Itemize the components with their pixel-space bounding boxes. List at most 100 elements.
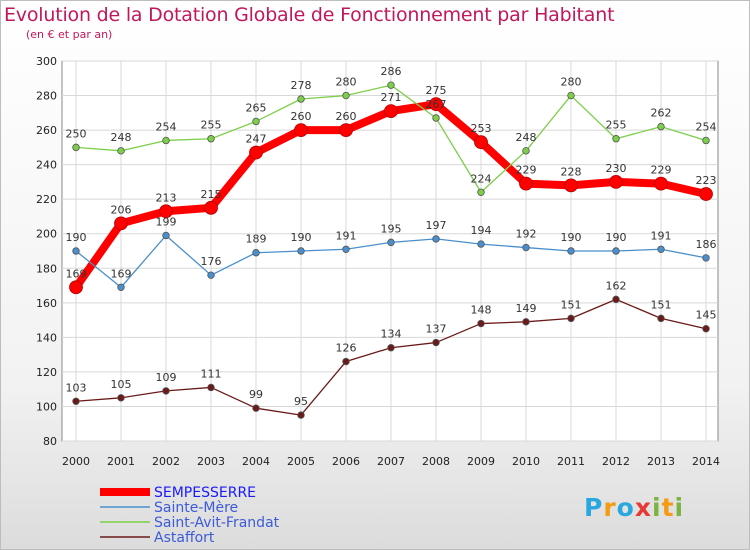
data-point: [432, 235, 440, 243]
logo-letter: i: [652, 493, 662, 522]
legend-label: Astaffort: [154, 530, 215, 546]
x-tick-label: 2008: [422, 455, 450, 468]
data-point: [252, 117, 260, 126]
chart-subtitle: (en € et par an): [26, 28, 113, 41]
x-tick-label: 2006: [332, 455, 360, 468]
y-tick-label: 280: [36, 90, 57, 103]
data-point: [204, 200, 218, 215]
data-point: [567, 314, 575, 323]
data-label: 248: [516, 131, 537, 144]
data-label: 190: [291, 231, 312, 244]
y-tick-label: 140: [36, 331, 57, 344]
y-tick-label: 220: [36, 193, 57, 206]
data-point: [474, 135, 488, 150]
data-label: 230: [606, 162, 627, 175]
data-point: [477, 188, 485, 196]
proxiti-logo: Proxiti: [584, 493, 684, 522]
data-label: 191: [651, 229, 672, 242]
data-point: [117, 147, 125, 155]
data-point: [387, 344, 395, 352]
data-point: [564, 178, 578, 193]
data-label: 278: [291, 79, 312, 92]
data-point: [162, 231, 170, 240]
data-label: 197: [426, 219, 447, 232]
data-label: 199: [156, 215, 177, 228]
data-point: [699, 187, 713, 201]
data-label: 265: [246, 101, 267, 114]
data-label: 145: [696, 309, 717, 322]
logo-letter: i: [674, 493, 685, 522]
data-point: [69, 280, 83, 295]
data-label: 228: [561, 165, 582, 178]
data-label: 254: [696, 120, 717, 133]
logo-letter: t: [661, 493, 675, 522]
data-point: [432, 338, 440, 347]
data-label: 105: [111, 378, 132, 391]
data-point: [654, 176, 668, 191]
data-point: [252, 404, 260, 412]
data-label: 176: [201, 255, 222, 268]
data-point: [162, 136, 170, 145]
x-tick-label: 2009: [467, 455, 495, 468]
data-point: [72, 397, 80, 405]
x-tick-label: 2007: [377, 455, 405, 468]
data-label: 134: [381, 328, 402, 341]
data-point: [162, 387, 170, 395]
data-label: 169: [66, 267, 87, 280]
data-point: [72, 143, 80, 152]
series-sempesserre: 169 206 213 215 247 260 260 271 275 253 229 228 230 2…: [66, 84, 717, 295]
data-label: 280: [336, 76, 357, 89]
data-label: 169: [111, 267, 132, 280]
data-point: [207, 271, 215, 279]
data-point: [297, 95, 305, 103]
data-label: 126: [336, 342, 357, 355]
data-label: 280: [561, 76, 582, 89]
data-label: 103: [66, 381, 87, 394]
data-label: 213: [156, 191, 177, 204]
data-point: [429, 97, 443, 112]
data-label: 99: [249, 388, 263, 401]
x-tick-label: 2002: [152, 455, 180, 468]
logo-letter: r: [603, 493, 617, 522]
data-label: 255: [201, 119, 222, 132]
logo-letter: o: [616, 493, 635, 522]
data-point: [612, 135, 620, 143]
x-tick-label: 2001: [107, 455, 135, 468]
x-tick-label: 2013: [647, 455, 675, 468]
data-label: 255: [606, 119, 627, 132]
data-point: [342, 91, 350, 100]
data-label: 191: [336, 229, 357, 242]
data-point: [609, 175, 623, 189]
data-label: 111: [201, 367, 222, 380]
data-point: [702, 254, 710, 262]
data-label: 250: [66, 127, 87, 140]
data-point: [477, 319, 485, 328]
y-tick-label: 180: [36, 262, 57, 275]
data-label: 286: [381, 65, 402, 78]
data-label: 190: [606, 231, 627, 244]
data-point: [207, 135, 215, 143]
data-point: [522, 318, 530, 326]
data-point: [117, 394, 125, 402]
data-point: [519, 176, 533, 191]
data-point: [249, 145, 263, 160]
data-point: [567, 91, 575, 100]
data-point: [657, 314, 665, 323]
x-tick-label: 2011: [557, 455, 585, 468]
data-label: 151: [651, 298, 672, 311]
data-point: [294, 123, 308, 137]
data-point: [159, 204, 173, 219]
data-label: 260: [336, 110, 357, 123]
chart-title: Evolution de la Dotation Globale de Fonc…: [4, 4, 615, 26]
data-label: 194: [471, 224, 492, 237]
y-tick-label: 160: [36, 297, 57, 310]
data-point: [384, 104, 398, 118]
data-point: [72, 247, 80, 255]
data-label: 192: [516, 228, 537, 241]
data-label: 254: [156, 120, 177, 133]
data-point: [252, 249, 260, 257]
data-label: 190: [561, 231, 582, 244]
y-tick-label: 100: [36, 400, 57, 413]
data-point: [114, 216, 128, 231]
